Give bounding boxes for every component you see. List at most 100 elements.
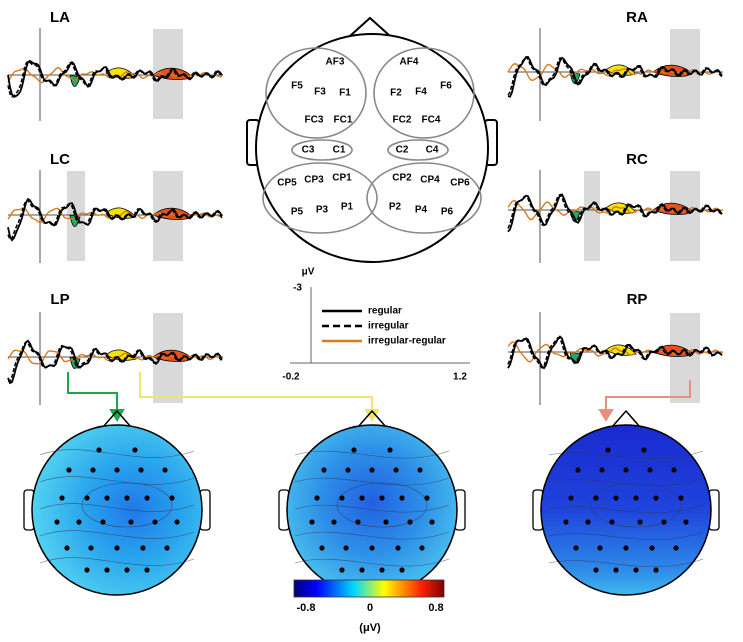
- electrode-dot: [84, 567, 90, 573]
- topomap: [23, 409, 211, 596]
- electrode-dot: [613, 567, 619, 573]
- electrode: F4: [415, 87, 427, 98]
- contour: [81, 482, 173, 528]
- head-diagram: [246, 16, 498, 263]
- electrode-dot: [605, 447, 611, 453]
- contour: [39, 449, 195, 458]
- nose: [349, 16, 391, 37]
- electrode-dot: [387, 447, 393, 453]
- electrode-dot: [649, 545, 655, 551]
- electrode: F2: [390, 88, 402, 99]
- panel-label: LC: [50, 151, 70, 168]
- electrode: CP2: [392, 173, 412, 184]
- electrode-dot: [633, 567, 639, 573]
- topomap: [532, 409, 720, 596]
- electrode: P6: [441, 207, 454, 218]
- colorbar-tick: -0.8: [297, 602, 316, 614]
- arrow: [605, 380, 691, 412]
- electrode-dot: [351, 447, 357, 453]
- electrode: CP4: [420, 175, 440, 186]
- electrode-dot: [399, 567, 405, 573]
- contour: [294, 504, 450, 513]
- wave-regular: [7, 339, 223, 385]
- electrode-dot: [174, 519, 180, 525]
- electrode: P3: [316, 205, 329, 216]
- panel-label: RP: [627, 291, 648, 308]
- electrode-dot: [331, 519, 337, 525]
- group: [373, 47, 475, 139]
- contour: [39, 503, 195, 512]
- waveform-panel: [507, 312, 723, 405]
- electrode: AF3: [326, 57, 345, 68]
- scale-legend: μV -3 -0.2 1.2 regular irregular irregul…: [282, 267, 470, 383]
- electrode-dot: [637, 519, 643, 525]
- electrode: F1: [339, 88, 351, 99]
- time-window: [584, 171, 600, 261]
- electrode-dot: [345, 467, 351, 473]
- electrode-dot: [568, 495, 574, 501]
- electrode: F5: [291, 81, 303, 92]
- electrode-dot: [96, 447, 102, 453]
- electrode-dot: [609, 519, 615, 525]
- electrode-dot: [653, 495, 659, 501]
- group: [387, 139, 449, 161]
- electrode: CP5: [277, 178, 297, 189]
- electrode-dot: [673, 545, 679, 551]
- electrode-dot: [383, 519, 389, 525]
- electrode-dot: [104, 567, 110, 573]
- electrode-dot: [683, 519, 689, 525]
- electrode-dot: [369, 545, 375, 551]
- electrode-dot: [575, 467, 581, 473]
- electrode-dot: [359, 495, 365, 501]
- electrode-dot: [429, 519, 435, 525]
- colorbar-unit: (μV): [359, 622, 381, 634]
- electrode-dot: [84, 495, 90, 501]
- arrow: [139, 372, 373, 412]
- electrode-dot: [144, 495, 150, 501]
- electrode-dot: [152, 519, 158, 525]
- arrow: [67, 372, 118, 412]
- time-window: [670, 171, 700, 261]
- electrode: FC4: [422, 115, 441, 126]
- electrode-dot: [144, 567, 150, 573]
- electrode-dot: [647, 467, 653, 473]
- electrode-dot: [124, 567, 130, 573]
- scalp: [31, 424, 203, 596]
- electrode-dot: [671, 467, 677, 473]
- scale-tick: -0.2: [282, 372, 300, 383]
- waveforms: [7, 28, 723, 405]
- contour: [39, 557, 195, 566]
- electrode-dot: [64, 545, 70, 551]
- electrode: C3: [302, 145, 315, 156]
- electrode-dot: [424, 495, 430, 501]
- electrode: C1: [333, 145, 346, 156]
- electrode-dot: [343, 545, 349, 551]
- electrode-dot: [100, 519, 106, 525]
- wave-regular: [7, 59, 223, 98]
- electrode-dot: [309, 519, 315, 525]
- legend-label: regular: [368, 306, 402, 317]
- wave-regular: [7, 197, 223, 242]
- electrode-dot: [314, 495, 320, 501]
- electrode-dot: [321, 467, 327, 473]
- electrode-dot: [124, 495, 130, 501]
- electrode-dot: [593, 495, 599, 501]
- electrode-dot: [563, 519, 569, 525]
- electrode-dot: [407, 519, 413, 525]
- electrode-dot: [661, 519, 667, 525]
- electrode-dot: [369, 467, 375, 473]
- electrode: AF4: [400, 57, 419, 68]
- legend-label: irregular: [368, 321, 409, 332]
- panel-label: LA: [50, 9, 70, 26]
- electrode-labels: AF3 F5 F3 F1 FC3 FC1 AF4 F2 F4 F6 FC2 FC…: [277, 57, 470, 218]
- contour: [294, 450, 450, 459]
- wave-regular: [507, 335, 723, 370]
- scalp: [286, 424, 458, 596]
- head: [255, 33, 489, 263]
- electrode-dot: [90, 467, 96, 473]
- electrode-dot: [419, 545, 425, 551]
- electrode-dot: [169, 495, 175, 501]
- contour: [548, 450, 704, 460]
- electrode-dot: [132, 447, 138, 453]
